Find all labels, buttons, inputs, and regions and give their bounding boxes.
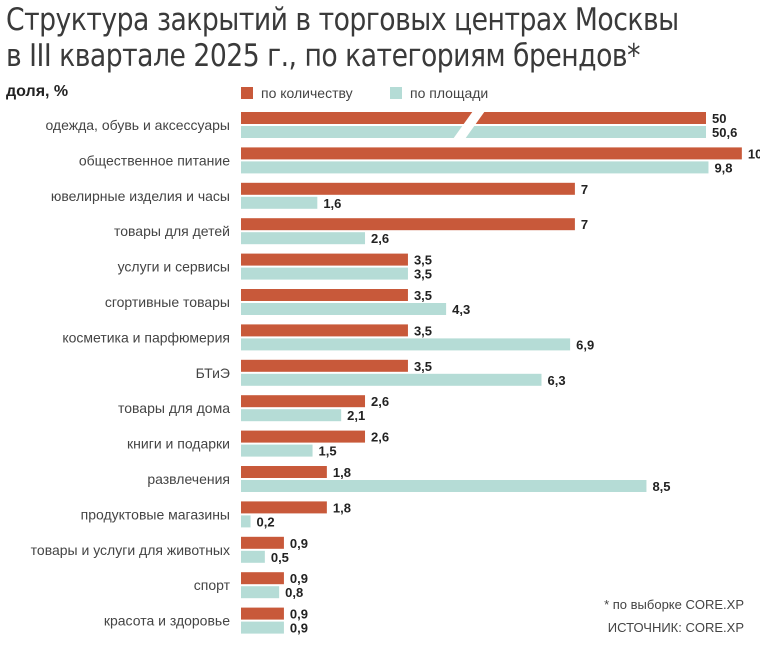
bar-area	[241, 196, 318, 209]
data-label: 0,9	[290, 621, 308, 636]
data-label: 1,5	[319, 444, 337, 459]
legend-item-count: по количеству	[241, 85, 353, 101]
legend-label-area: по площади	[410, 85, 489, 101]
legend-swatch-count	[241, 87, 253, 99]
bar-area	[241, 621, 284, 634]
data-label: 0,9	[290, 607, 308, 622]
bar-area	[241, 161, 709, 174]
category-label: книги и подарки	[127, 436, 230, 452]
bar-area	[241, 586, 280, 599]
bar-area	[241, 480, 647, 492]
category-label: ювелирные изделия и часы	[51, 188, 230, 204]
data-label: 10,5	[748, 146, 760, 161]
bar-area	[241, 126, 706, 138]
category-label: товары для дома	[118, 400, 230, 416]
data-label: 0,2	[257, 514, 275, 529]
category-label: БТиЭ	[196, 365, 230, 381]
category-label: общественное питание	[79, 152, 230, 168]
category-label: одежда, обувь и аксессуары	[45, 117, 230, 133]
data-label: 4,3	[452, 302, 470, 317]
bar-count	[241, 324, 408, 337]
data-label: 3,5	[414, 288, 432, 303]
bar-count	[241, 182, 575, 195]
data-label: 0,9	[290, 571, 308, 586]
source-note: ИСТОЧНИК: CORE.XP	[607, 620, 744, 635]
bar-area	[241, 409, 342, 422]
legend-item-area: по площади	[390, 85, 488, 101]
bar-count	[241, 536, 284, 549]
category-label: товары и услуги для животных	[31, 542, 230, 558]
data-label: 0,5	[271, 550, 289, 565]
data-label: 0,9	[290, 536, 308, 551]
data-label: 2,6	[371, 430, 389, 445]
bar-count	[241, 430, 366, 443]
title-line-2: в III квартале 2025 г., по категориям бр…	[6, 38, 640, 74]
chart-title: Структура закрытий в торговых центрах Мо…	[6, 2, 679, 74]
axis-break-mark	[453, 111, 485, 139]
data-label: 1,8	[333, 500, 351, 515]
bar-count	[241, 501, 327, 514]
bar-count	[241, 572, 284, 585]
bar-area	[241, 303, 447, 315]
category-label: косметика и парфюмерия	[62, 329, 230, 345]
bar-count	[241, 395, 366, 408]
bar-area	[241, 338, 571, 351]
category-label: услуги и сервисы	[118, 259, 230, 275]
bar-count	[241, 218, 575, 231]
bar-count	[241, 289, 408, 301]
category-label: продуктовые магазины	[81, 506, 230, 522]
unit-label: доля, %	[6, 83, 69, 100]
data-label: 50	[712, 111, 726, 126]
data-label: 3,5	[414, 359, 432, 374]
category-label: сгортивные товары	[105, 294, 230, 310]
bar-count	[241, 359, 408, 372]
data-label: 6,3	[548, 373, 566, 388]
data-label: 9,8	[714, 160, 732, 175]
data-label: 0,8	[285, 585, 303, 600]
data-label: 7	[581, 217, 588, 232]
bar-count	[241, 147, 742, 160]
category-label: развлечения	[147, 471, 230, 487]
data-label: 2,6	[371, 231, 389, 246]
bar-count	[241, 607, 284, 620]
category-label: красота и здоровье	[104, 613, 230, 629]
data-label: 3,5	[414, 323, 432, 338]
data-label: 50,6	[712, 125, 737, 140]
data-label: 8,5	[652, 479, 670, 494]
bar-area	[241, 373, 542, 386]
bar-area	[241, 444, 313, 457]
data-label: 1,8	[333, 465, 351, 480]
bar-count	[241, 466, 327, 478]
bar-area	[241, 267, 408, 280]
bar-count	[241, 253, 408, 266]
data-label: 3,5	[414, 267, 432, 282]
bar-area	[241, 550, 265, 563]
data-label: 2,1	[347, 408, 365, 423]
legend-swatch-area	[390, 87, 402, 99]
bar-area	[241, 515, 251, 528]
category-label: товары для детей	[114, 223, 230, 239]
data-label: 2,6	[371, 394, 389, 409]
data-label: 6,9	[576, 337, 594, 352]
title-line-1: Структура закрытий в торговых центрах Мо…	[6, 2, 679, 38]
legend-label-count: по количеству	[261, 85, 353, 101]
data-label: 1,6	[323, 196, 341, 211]
bar-area	[241, 232, 366, 245]
data-label: 3,5	[414, 253, 432, 268]
data-label: 7	[581, 182, 588, 197]
footnote: * по выборке CORE.XP	[604, 597, 744, 612]
category-label: спорт	[194, 577, 231, 593]
